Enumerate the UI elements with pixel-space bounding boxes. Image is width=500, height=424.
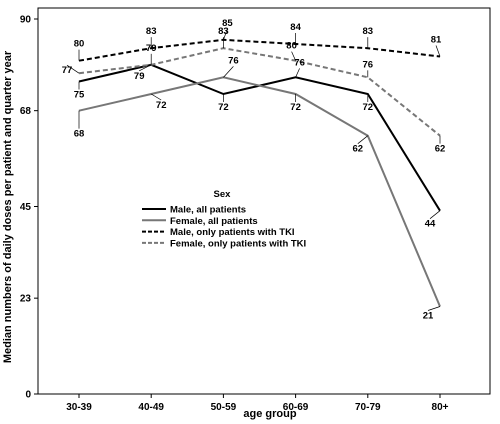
y-tick-label: 68 xyxy=(20,106,32,117)
data-label: 79 xyxy=(146,43,157,54)
plot-frame xyxy=(37,7,491,395)
chart-axes: 0 23 45 68 90 30-39 40-49 50-59 60-69 70-79 80+ xyxy=(20,7,491,413)
x-tick-label: 60-69 xyxy=(283,402,309,413)
data-label: 62 xyxy=(435,144,446,155)
data-label-leader xyxy=(223,28,228,40)
data-label: 75 xyxy=(74,90,85,101)
data-label-leader xyxy=(427,306,441,311)
x-tick-label: 30-39 xyxy=(66,402,92,413)
legend-label-2: Female, all patients xyxy=(170,216,258,227)
data-label-leader xyxy=(139,64,152,72)
x-tick-label: 80+ xyxy=(432,402,449,413)
data-label: 76 xyxy=(228,55,239,66)
y-tick-label: 0 xyxy=(25,390,31,401)
series-line-2 xyxy=(78,76,441,307)
y-tick-label: 23 xyxy=(20,294,32,305)
series-lines xyxy=(78,38,441,307)
data-label-leader xyxy=(357,135,369,144)
legend-label-4: Female, only patients with TKI xyxy=(170,238,306,249)
series-line-4 xyxy=(78,47,441,137)
x-axis-title: age group xyxy=(243,408,296,420)
y-tick-label: 90 xyxy=(20,15,32,26)
data-label: 84 xyxy=(290,22,301,33)
data-label: 85 xyxy=(222,18,233,29)
y-tick-label: 45 xyxy=(20,202,32,213)
data-label-leader xyxy=(66,64,80,74)
y-axis-title: Median numbers of daily doses per patien… xyxy=(2,50,14,363)
data-label-leader xyxy=(429,210,441,219)
data-label: 72 xyxy=(156,100,167,111)
data-label: 80 xyxy=(286,41,297,52)
data-label: 83 xyxy=(218,26,229,37)
data-label: 72 xyxy=(363,102,374,113)
data-label-leader xyxy=(151,93,162,101)
series-line-1 xyxy=(78,63,441,212)
data-label: 76 xyxy=(294,57,305,68)
x-tick-label: 70-79 xyxy=(355,402,381,413)
data-label: 83 xyxy=(146,26,157,37)
data-label: 76 xyxy=(363,59,374,70)
x-tick-label: 40-49 xyxy=(138,402,164,413)
data-label: 44 xyxy=(425,219,436,230)
x-tick-label: 50-59 xyxy=(211,402,237,413)
data-label: 79 xyxy=(134,71,145,82)
data-label-leader xyxy=(435,45,441,57)
data-label: 21 xyxy=(423,311,434,322)
data-label: 81 xyxy=(431,35,442,46)
data-label: 72 xyxy=(218,102,229,113)
legend-label-3: Male, only patients with TKI xyxy=(170,227,295,238)
data-label-leader xyxy=(223,66,234,78)
data-label-leader xyxy=(295,68,300,78)
data-label: 62 xyxy=(353,144,364,155)
legend-title: Sex xyxy=(214,189,232,200)
legend-label-1: Male, all patients xyxy=(170,205,246,216)
data-label: 80 xyxy=(74,39,85,50)
data-label: 77 xyxy=(62,65,73,76)
data-label: 72 xyxy=(290,102,301,113)
series-line-3 xyxy=(78,38,441,62)
data-label-leader xyxy=(291,51,296,61)
data-label: 68 xyxy=(74,129,85,140)
data-label: 83 xyxy=(363,26,374,37)
